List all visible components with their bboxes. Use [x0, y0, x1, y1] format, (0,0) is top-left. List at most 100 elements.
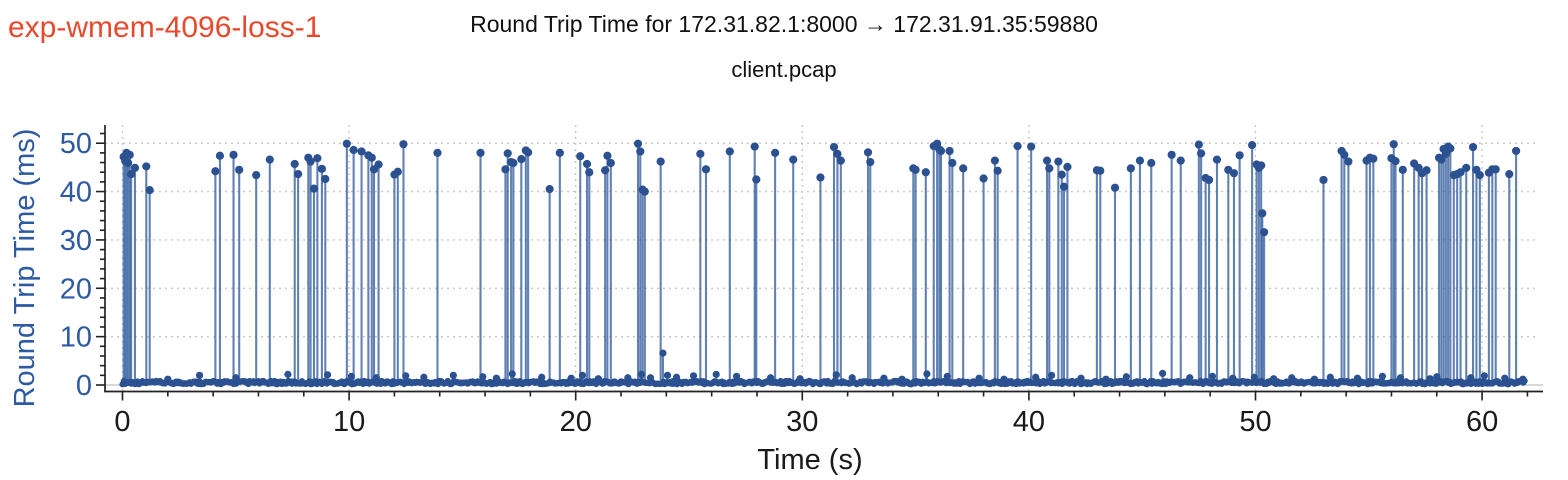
data-point — [1059, 182, 1069, 191]
data-point — [349, 145, 358, 155]
data-point — [603, 151, 612, 160]
data-point — [979, 174, 988, 183]
data-point — [752, 175, 761, 184]
data-point — [555, 148, 564, 157]
data-point — [1398, 165, 1407, 174]
data-point — [479, 373, 487, 381]
data-point — [545, 185, 554, 194]
data-point — [1212, 155, 1222, 164]
data-point — [1167, 150, 1176, 159]
data-point — [265, 155, 274, 164]
chart-subtitle: client.pcap — [731, 57, 837, 82]
data-point — [701, 165, 711, 174]
data-point — [1462, 163, 1471, 172]
data-point — [771, 148, 780, 157]
x-tick-label: 20 — [560, 406, 592, 438]
data-point — [357, 147, 366, 156]
data-point — [659, 349, 667, 357]
data-point — [1204, 175, 1214, 185]
data-point — [367, 153, 376, 162]
data-point — [1208, 372, 1217, 380]
data-point — [1126, 164, 1135, 173]
data-point — [524, 148, 533, 157]
gridlines — [105, 125, 1543, 391]
data-point — [1045, 164, 1054, 173]
data-point — [321, 174, 330, 184]
data-point — [215, 151, 225, 160]
data-point — [945, 146, 954, 156]
x-tick-label: 60 — [1466, 406, 1498, 438]
data-point — [211, 167, 220, 176]
data-point — [399, 140, 408, 149]
data-point — [127, 170, 136, 179]
data-point — [433, 148, 442, 157]
x-tick-label: 50 — [1239, 406, 1271, 438]
data-point — [789, 155, 798, 164]
data-point — [1235, 151, 1244, 160]
data-point — [1176, 156, 1185, 165]
x-tick-label: 40 — [1013, 406, 1045, 438]
data-point — [130, 163, 140, 172]
data-point — [124, 158, 133, 168]
x-axis-label: Time (s) — [757, 444, 862, 476]
data-point — [1378, 372, 1386, 380]
data-point — [936, 146, 946, 156]
data-point — [538, 373, 546, 381]
data-point — [990, 156, 1000, 165]
data-point — [509, 158, 518, 168]
data-point — [323, 371, 332, 379]
data-point — [284, 370, 292, 378]
data-point — [503, 149, 512, 158]
data-point — [1042, 156, 1052, 165]
data-point — [601, 166, 610, 175]
data-point — [508, 370, 516, 378]
data-point — [576, 152, 585, 161]
data-point — [1340, 150, 1349, 159]
data-point — [306, 157, 315, 166]
data-point — [1063, 162, 1072, 171]
data-point — [347, 372, 355, 380]
data-point — [1054, 157, 1063, 166]
x-tick-label: 30 — [786, 406, 818, 438]
data-points — [119, 139, 1528, 388]
data-point — [1057, 170, 1066, 179]
data-point — [863, 148, 873, 157]
data-point — [1319, 175, 1328, 185]
data-point — [393, 167, 402, 176]
data-point — [689, 372, 698, 380]
data-point — [1491, 165, 1500, 174]
data-point — [816, 173, 825, 182]
data-point — [1122, 373, 1130, 381]
data-point — [1475, 171, 1484, 180]
data-point — [1456, 168, 1465, 177]
data-point — [1096, 166, 1105, 175]
y-tick-label: 50 — [60, 128, 92, 160]
data-point — [313, 154, 322, 163]
data-point — [1391, 156, 1400, 166]
data-point — [725, 147, 734, 156]
data-point — [637, 370, 646, 378]
data-point — [517, 155, 526, 164]
data-point — [1480, 372, 1488, 380]
chart-title: Round Trip Time for 172.31.82.1:8000 → 1… — [470, 11, 1098, 37]
data-point — [1229, 169, 1239, 178]
data-point — [578, 371, 587, 379]
data-point — [1197, 149, 1206, 158]
data-point — [993, 166, 1002, 175]
y-tick-label: 30 — [60, 225, 92, 257]
data-point — [636, 147, 645, 156]
data-point — [1344, 157, 1353, 166]
data-point — [1248, 141, 1257, 150]
x-tick-label: 0 — [114, 406, 130, 438]
data-point — [294, 170, 303, 179]
data-point — [1389, 140, 1398, 149]
data-point — [142, 162, 151, 171]
data-point — [1147, 158, 1156, 168]
data-point — [1047, 371, 1056, 379]
data-point — [1027, 142, 1036, 151]
data-point — [866, 157, 875, 167]
data-point — [1194, 140, 1203, 149]
data-point — [959, 164, 968, 173]
data-point — [633, 139, 643, 148]
